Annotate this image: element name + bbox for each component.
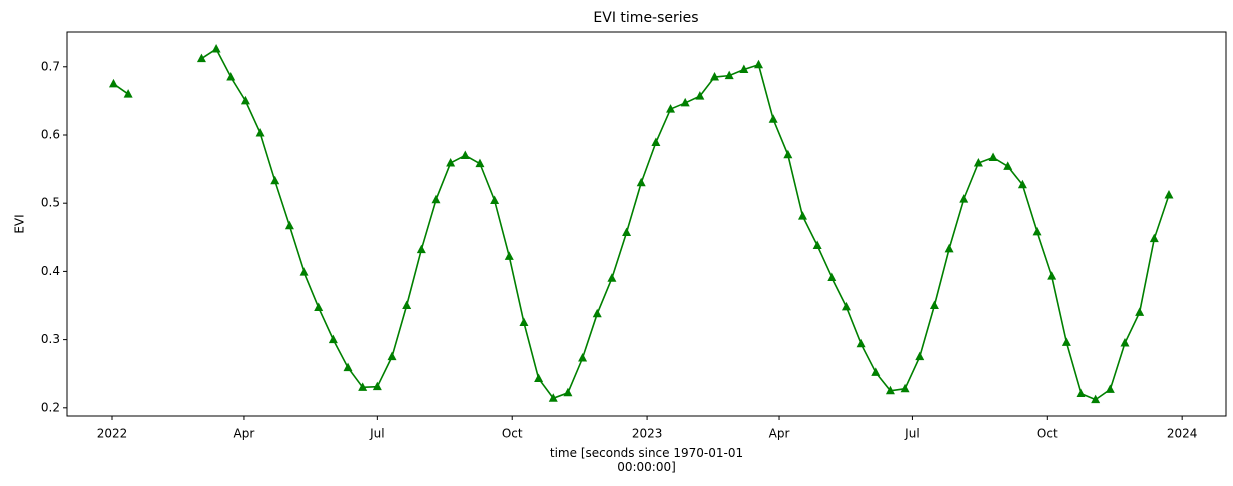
marker	[431, 194, 441, 204]
marker	[460, 150, 470, 159]
marker	[812, 240, 822, 249]
data-line	[113, 47, 1170, 401]
marker	[372, 381, 382, 391]
x-axis-label: time [seconds since 1970-01-01 00:00:00]	[549, 446, 744, 474]
x-tick-label: 2024	[1167, 427, 1198, 441]
marker	[871, 367, 881, 376]
marker	[973, 157, 983, 167]
marker	[1149, 233, 1159, 243]
x-tick-label: Oct	[1037, 427, 1058, 441]
marker	[1032, 226, 1042, 236]
marker	[666, 104, 676, 113]
marker	[387, 351, 397, 361]
marker	[226, 72, 236, 81]
marker	[1091, 394, 1101, 404]
marker	[314, 302, 324, 312]
y-tick-label: 0.2	[41, 400, 60, 414]
marker	[1017, 179, 1027, 189]
x-tick-label: 2023	[632, 427, 663, 441]
marker	[299, 267, 309, 276]
x-tick-label: Apr	[234, 427, 255, 441]
marker	[827, 272, 837, 282]
marker	[900, 383, 910, 393]
marker	[915, 351, 925, 361]
marker	[1164, 190, 1174, 199]
x-tick-label: 2022	[97, 427, 128, 441]
x-tick-label: Apr	[769, 427, 790, 441]
marker	[636, 177, 646, 187]
marker	[1105, 384, 1115, 393]
marker	[270, 175, 280, 185]
marker	[240, 95, 250, 105]
x-tick-label: Jul	[904, 427, 919, 441]
marker	[416, 244, 426, 254]
marker	[519, 317, 529, 327]
marker	[358, 382, 368, 391]
marker	[1003, 161, 1013, 170]
marker	[724, 70, 734, 80]
marker	[1120, 338, 1130, 347]
marker	[504, 251, 514, 260]
marker	[255, 127, 265, 137]
plot-frame	[66, 31, 1227, 417]
marker	[343, 362, 353, 372]
marker	[754, 59, 764, 69]
marker	[710, 72, 720, 81]
marker	[856, 338, 866, 348]
marker	[446, 157, 456, 167]
marker	[211, 44, 221, 53]
marker	[1047, 271, 1057, 280]
marker	[592, 308, 602, 318]
marker	[108, 78, 118, 88]
marker	[490, 195, 500, 204]
marker	[622, 227, 632, 237]
marker	[651, 137, 661, 146]
marker	[607, 273, 617, 282]
marker	[841, 301, 851, 311]
marker	[534, 373, 544, 382]
marker	[680, 97, 690, 107]
marker	[885, 385, 895, 395]
y-tick-label: 0.5	[41, 196, 60, 210]
marker	[578, 353, 588, 362]
y-axis-label: EVI	[13, 214, 27, 233]
marker	[563, 387, 573, 397]
marker	[548, 393, 558, 402]
chart-title: EVI time-series	[593, 10, 698, 26]
marker	[739, 64, 749, 74]
y-tick-label: 0.3	[41, 332, 60, 346]
marker	[988, 152, 998, 161]
marker	[797, 211, 807, 220]
marker	[1135, 307, 1145, 316]
marker	[123, 89, 133, 98]
marker	[196, 53, 206, 63]
marker	[1076, 388, 1086, 397]
marker	[1061, 337, 1071, 346]
marker	[783, 149, 793, 159]
marker	[402, 300, 412, 310]
marker	[929, 300, 939, 310]
marker	[959, 194, 969, 203]
marker	[284, 220, 294, 230]
y-tick-label: 0.6	[41, 127, 60, 141]
x-tick-label: Oct	[502, 427, 523, 441]
y-tick-label: 0.7	[41, 59, 60, 73]
marker	[944, 243, 954, 253]
marker	[475, 158, 485, 168]
marker	[328, 334, 338, 344]
x-tick-label: Jul	[369, 427, 384, 441]
marker	[695, 91, 705, 100]
marker	[768, 114, 778, 123]
y-tick-label: 0.4	[41, 264, 60, 278]
